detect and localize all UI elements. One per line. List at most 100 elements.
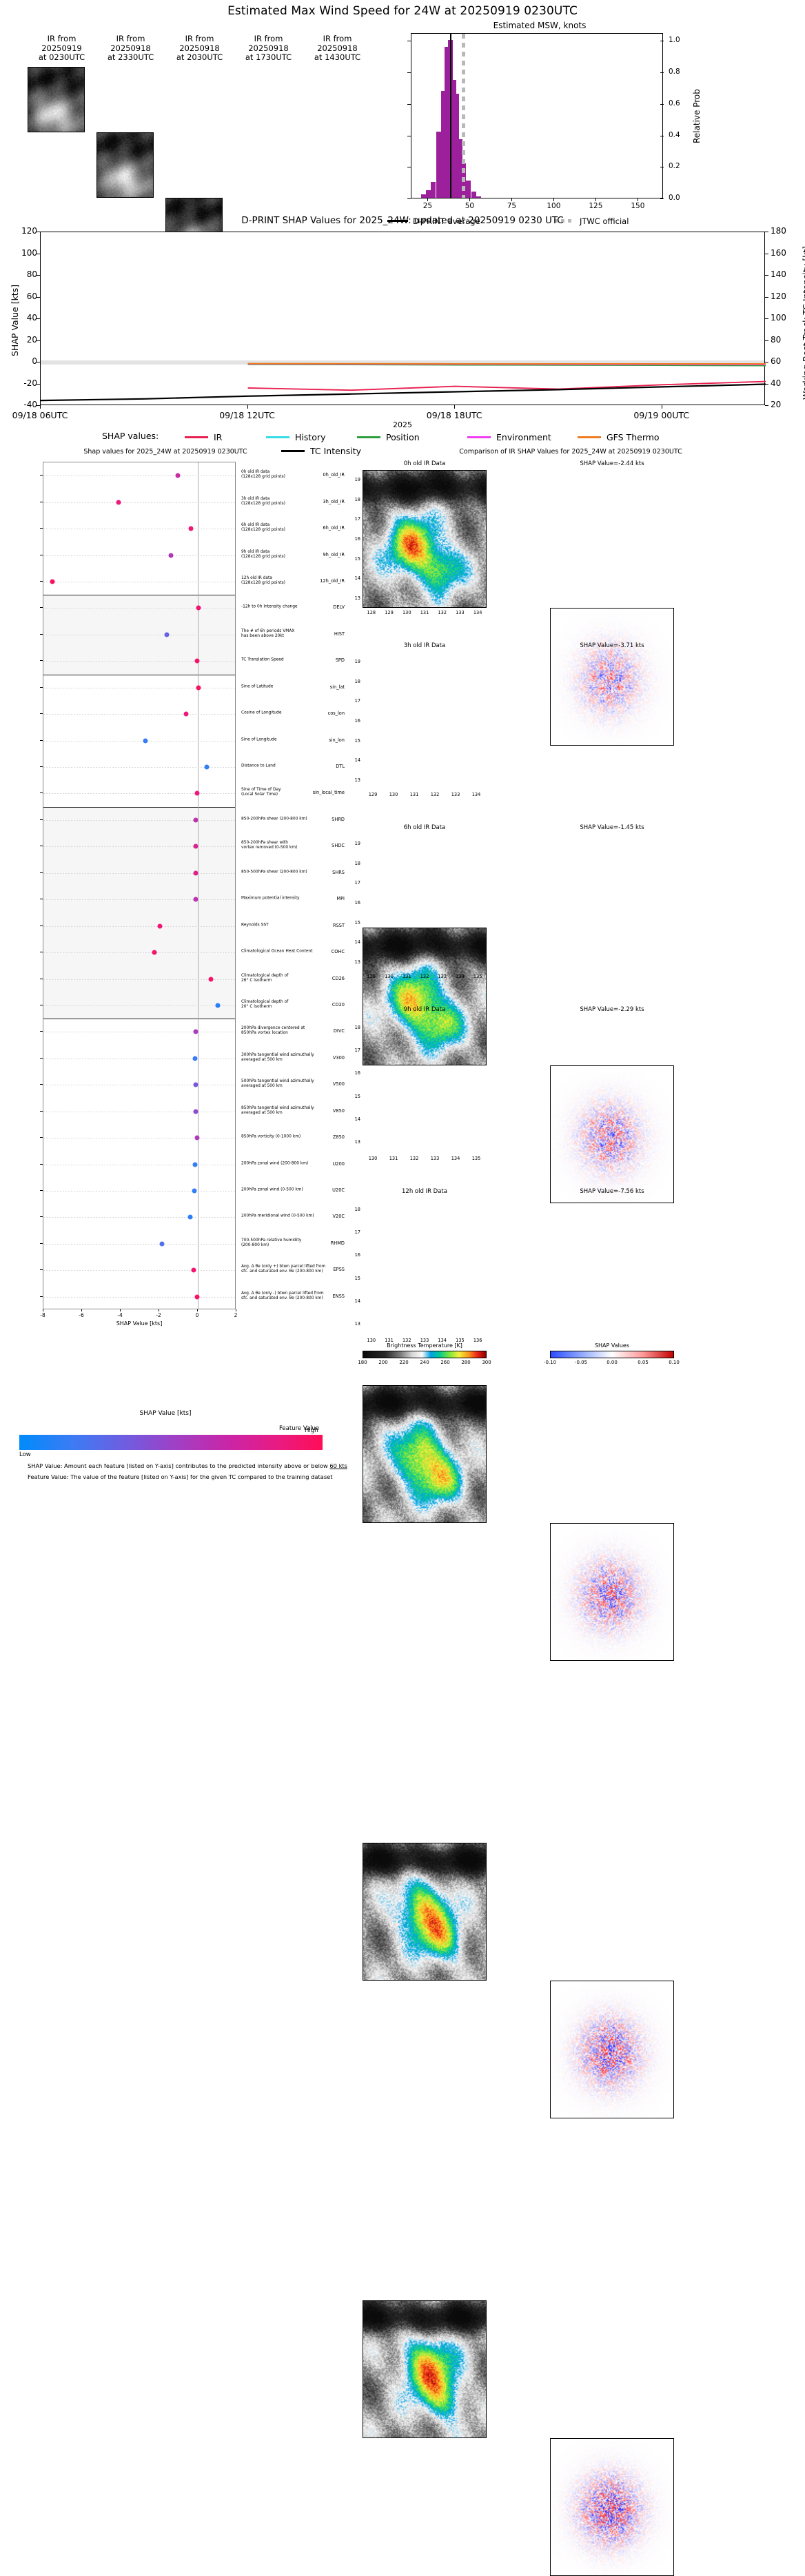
jtwc-official-line — [462, 34, 466, 198]
shap-feature-label: V850 — [332, 1107, 345, 1114]
colorbar-high-label: High — [305, 1427, 318, 1434]
ir-x-tick: 135 — [471, 1156, 481, 1161]
timeseries-x-tick: 09/18 06UTC — [12, 410, 68, 420]
shap-value-image — [550, 1981, 674, 2118]
shap-feature-label: V300 — [332, 1054, 345, 1061]
shap-dot — [143, 738, 148, 744]
ir-y-tick: 13 — [354, 1321, 360, 1327]
shap-dot — [187, 1214, 193, 1220]
ir-thumbnail-caption-line: 20250918 — [179, 43, 220, 53]
shap-x-axis-title: SHAP Value [kts] — [116, 1320, 163, 1327]
ir-x-tick: 129 — [368, 792, 378, 797]
timeseries-left-tick: 80 — [26, 269, 37, 279]
shap-row-gridline — [43, 661, 235, 662]
brightness-colorbar-tick: 280 — [461, 1360, 471, 1365]
ir-data-image — [363, 928, 487, 1065]
ir-y-tick: 15 — [354, 555, 360, 562]
shap-feature-description: 9h old IR data (128x128 grid points) — [241, 549, 285, 559]
ir-data-image — [363, 2300, 487, 2438]
histogram-y-tick: 0.4 — [669, 130, 680, 139]
ir-y-tick: 16 — [354, 900, 360, 906]
shap-feature-label: RHMD — [330, 1240, 345, 1246]
shap-dot — [159, 1241, 165, 1247]
footnote-shap-text: SHAP Value: Amount each feature [listed … — [28, 1462, 330, 1469]
ir-x-tick: 133 — [456, 610, 465, 615]
colorbar-low-label: Low — [19, 1451, 31, 1458]
ir-thumbnail-caption-line: at 2030UTC — [176, 52, 223, 62]
legend-color-swatch — [266, 436, 289, 438]
ir-x-tick: 133 — [420, 1338, 429, 1343]
timeseries-right-tick: 40 — [771, 378, 782, 388]
shap-feature-description: 850-200hPa shear (200-800 km) — [241, 817, 307, 821]
shap-row-gridline — [43, 979, 235, 980]
ir-y-tick: 19 — [354, 659, 360, 665]
timeseries-right-tick: 100 — [771, 313, 786, 323]
histogram-y-tickmark — [660, 103, 664, 105]
tickmark — [40, 1031, 43, 1032]
tickmark — [40, 1057, 43, 1059]
tickmark — [40, 713, 43, 715]
shap-dot — [152, 950, 157, 955]
histogram-bar — [420, 194, 426, 198]
page-title: Estimated Max Wind Speed for 24W at 2025… — [227, 4, 578, 18]
footer-shap-axis-title: SHAP Value [kts] — [139, 1410, 192, 1417]
ir-x-tick: 130 — [367, 1338, 376, 1343]
shap-feature-label: Z850 — [332, 1134, 345, 1141]
ir-y-tick: 16 — [354, 1252, 360, 1258]
timeseries-left-tick: -40 — [23, 400, 37, 409]
timeseries-left-tick: 120 — [21, 226, 37, 236]
shap-feature-label: V500 — [332, 1081, 345, 1087]
shap-dot — [193, 844, 198, 849]
timeseries-legend-row2: TC Intensity — [281, 444, 361, 457]
shap-row-gridline — [43, 819, 235, 821]
shap-feature-description: Sine of Time of Day (Local Solar Time) — [241, 788, 281, 797]
ir-thumbnail-caption: IR from 20250918 at 1730UTC — [234, 34, 303, 63]
brightness-colorbar — [363, 1351, 487, 1358]
ir-thumbnail-caption-line: 20250918 — [317, 43, 358, 53]
ir-data-subtitle: 6h old IR Data — [403, 824, 446, 831]
shap-dot — [192, 1056, 198, 1061]
timeseries-x-tick: 09/18 18UTC — [426, 410, 482, 420]
legend-label: Position — [386, 432, 420, 442]
tickmark — [40, 1137, 43, 1138]
shap-feature-description: 12h old IR data (128x128 grid points) — [241, 575, 285, 585]
shap-dot — [168, 553, 174, 558]
shap-dot — [196, 685, 201, 691]
shap-row-gridline — [43, 1217, 235, 1218]
ir-x-tick: 131 — [385, 1338, 394, 1343]
legend-prefix: SHAP values: — [102, 431, 159, 441]
tickmark — [40, 1216, 43, 1218]
legend-label: TC Intensity — [310, 446, 362, 456]
ir-x-tick: 133 — [438, 974, 447, 979]
timeseries-x-tick: 09/18 12UTC — [219, 410, 275, 420]
ir-thumbnail-caption: IR from 20250918 at 2330UTC — [96, 34, 165, 63]
ir-x-tick: 134 — [473, 610, 482, 615]
histogram-y-tick: 0.6 — [669, 99, 680, 108]
shap-dot — [193, 897, 198, 902]
shap-x-tick: -8 — [40, 1312, 45, 1318]
tickmark — [37, 383, 40, 385]
footnote-shap-value: SHAP Value: Amount each feature [listed … — [28, 1462, 347, 1469]
tickmark — [247, 405, 248, 409]
shap-x-tick: 0 — [195, 1312, 199, 1318]
shap-feature-panel: Shap values for 2025_24W at 20250919 023… — [0, 448, 345, 1413]
ir-thumbnail-caption-line: IR from — [323, 34, 352, 43]
ir-x-tick: 134 — [456, 974, 465, 979]
comparison-title: Comparison of IR SHAP Values for 2025_24… — [459, 448, 682, 456]
histogram-y-tick: 0.0 — [669, 194, 680, 202]
shap-value-image — [550, 1065, 674, 1203]
shap-feature-label: RSST — [333, 922, 345, 928]
ir-y-tick: 19 — [354, 477, 360, 483]
shap-row-gridline — [43, 926, 235, 927]
shap-x-tick: -6 — [79, 1312, 84, 1318]
histogram-y-tick: 0.2 — [669, 162, 680, 171]
histogram-y-axis-label: Relative Prob — [692, 89, 702, 143]
footnote-feature-value: Feature Value: The value of the feature … — [28, 1473, 333, 1480]
ir-y-tick: 14 — [354, 575, 360, 582]
shap-dot — [194, 1135, 200, 1141]
shap-dot — [194, 658, 200, 664]
ir-x-tick: 130 — [402, 610, 411, 615]
ir-y-tick: 18 — [354, 860, 360, 866]
timeseries-left-tick: 100 — [21, 247, 37, 258]
ir-y-tick: 16 — [354, 536, 360, 542]
